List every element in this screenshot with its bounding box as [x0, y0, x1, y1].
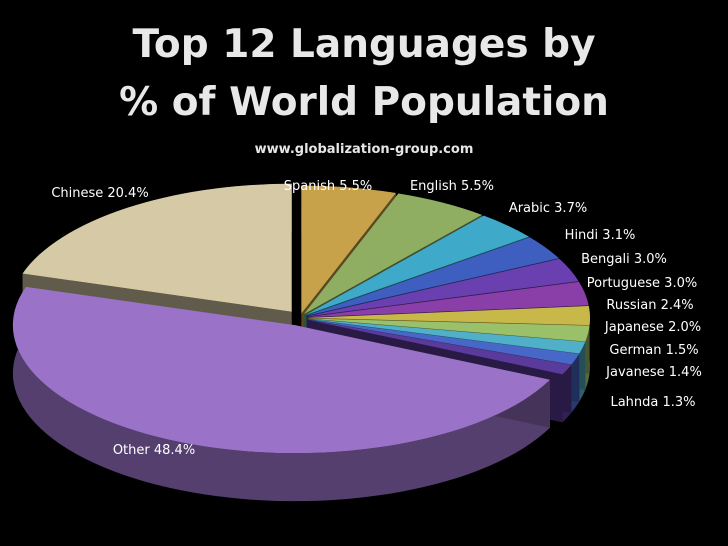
slice-portuguese [307, 281, 589, 318]
slice-arabic [305, 215, 529, 315]
label-javanese: Javanese 1.4% [605, 365, 702, 380]
slice-lahnda [307, 319, 572, 375]
slice-german [307, 318, 586, 354]
label-chinese: Chinese 20.4% [51, 186, 148, 201]
label-arabic: Arabic 3.7% [509, 201, 587, 216]
label-lahnda: Lahnda 1.3% [610, 395, 695, 410]
label-other: Other 48.4% [113, 443, 195, 458]
slice-chinese [22, 183, 292, 312]
label-bengali: Bengali 3.0% [581, 252, 667, 267]
label-hindi: Hindi 3.1% [565, 228, 636, 243]
chart-title-line2: % of World Population [119, 80, 609, 125]
label-english: English 5.5% [410, 179, 494, 194]
label-german: German 1.5% [609, 343, 698, 358]
label-japanese: Japanese 2.0% [604, 320, 701, 335]
slice-bengali [307, 258, 579, 317]
slice-russian [307, 306, 590, 326]
slice-other [12, 286, 550, 454]
slice-javanese [307, 319, 580, 365]
slice-english [303, 193, 482, 315]
source-url: www.globalization-group.com [254, 142, 474, 157]
slice-spanish [301, 185, 396, 314]
chart-title-line1: Top 12 Languages by [132, 22, 596, 67]
slice-side-other [12, 286, 550, 502]
label-portuguese: Portuguese 3.0% [587, 276, 697, 291]
slice-japanese [307, 318, 590, 342]
label-russian: Russian 2.4% [606, 298, 693, 313]
label-spanish: Spanish 5.5% [284, 179, 373, 194]
slice-hindi [306, 237, 559, 316]
